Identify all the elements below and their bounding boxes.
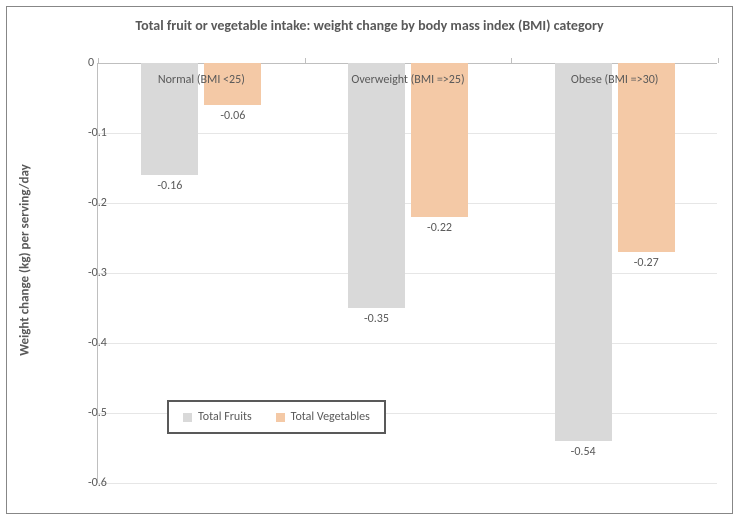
data-label: -0.35	[364, 312, 389, 326]
gridline	[98, 343, 717, 344]
chart-title: Total fruit or vegetable intake: weight …	[7, 17, 732, 35]
bar-total-fruits	[348, 63, 405, 308]
y-axis-label: Weight change (kg) per serving/day	[18, 164, 33, 356]
category-label: Normal (BMI <25)	[158, 73, 245, 87]
legend-swatch	[276, 413, 285, 422]
data-label: -0.22	[427, 221, 452, 235]
gridline	[98, 483, 717, 484]
data-label: -0.27	[634, 256, 659, 270]
category-tick	[718, 58, 719, 63]
category-label: Obese (BMI =>30)	[571, 73, 659, 87]
legend-item: Total Vegetables	[276, 410, 370, 424]
legend-swatch	[183, 413, 192, 422]
category-tick	[511, 58, 512, 63]
data-label: -0.16	[157, 179, 182, 193]
data-label: -0.06	[220, 109, 245, 123]
bar-total-fruits	[555, 63, 612, 441]
bar-fill	[618, 63, 675, 252]
data-label: -0.54	[571, 445, 596, 459]
category-tick	[305, 58, 306, 63]
bar-total-vegetables	[618, 63, 675, 252]
category-label: Overweight (BMI =>25)	[351, 73, 464, 87]
legend: Total Fruits Total Vegetables	[167, 400, 386, 434]
legend-label: Total Vegetables	[291, 410, 370, 424]
bar-fill	[348, 63, 405, 308]
legend-item: Total Fruits	[183, 410, 252, 424]
category-tick	[98, 58, 99, 63]
gridline	[98, 273, 717, 274]
chart-frame: Total fruit or vegetable intake: weight …	[6, 6, 733, 514]
legend-label: Total Fruits	[198, 410, 252, 424]
bar-fill	[555, 63, 612, 441]
